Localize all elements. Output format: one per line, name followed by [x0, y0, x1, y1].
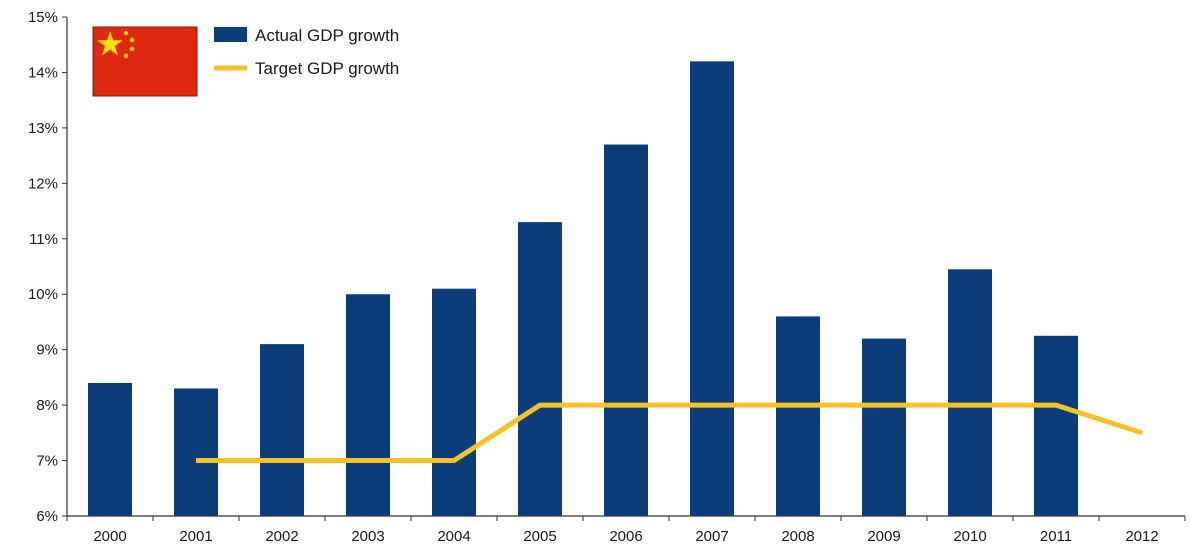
y-tick-label: 8% [36, 397, 58, 414]
flag-small-star-icon [129, 37, 135, 43]
bar [346, 294, 390, 516]
y-tick-label: 12% [28, 175, 58, 192]
bar [690, 61, 734, 516]
bar [776, 316, 820, 516]
x-tick-label: 2002 [265, 528, 298, 545]
bar [174, 388, 218, 516]
legend-swatch-actual [214, 27, 247, 42]
y-tick-label: 6% [36, 508, 58, 525]
x-tick-label: 2007 [695, 528, 728, 545]
y-tick-label: 10% [28, 286, 58, 303]
bar [432, 288, 476, 516]
axes: 6% 7% 8% 9% 10% 11% 12% 13% 14% 15% 2000 2001 2002 20… [28, 9, 1186, 545]
x-tick-label: 2000 [93, 528, 126, 545]
flag-big-star-icon [97, 31, 123, 56]
bar [518, 222, 562, 516]
x-tick-label: 2010 [953, 528, 986, 545]
y-tick-label: 7% [36, 453, 58, 470]
y-tick-label: 14% [28, 64, 58, 81]
x-tick-label: 2012 [1125, 528, 1158, 545]
flag-small-star-icon [123, 53, 129, 59]
bar [88, 382, 132, 516]
y-tick-label: 15% [28, 9, 58, 26]
bar-series [88, 61, 1078, 516]
legend-label-target: Target GDP growth [255, 59, 399, 78]
bar [260, 344, 304, 516]
target-line [196, 402, 1143, 464]
x-tick-label: 2006 [609, 528, 642, 545]
x-tick-label: 2008 [781, 528, 814, 545]
x-tick-label: 2003 [351, 528, 384, 545]
bar [604, 144, 648, 516]
legend-label-actual: Actual GDP growth [255, 26, 399, 45]
flag-small-star-icon [123, 30, 129, 36]
legend: Actual GDP growth Target GDP growth [92, 26, 399, 97]
flag-small-star-icon [129, 46, 135, 52]
y-tick-label: 9% [36, 342, 58, 359]
china-flag-icon [92, 26, 198, 97]
y-tick-label: 13% [28, 120, 58, 137]
x-tick-label: 2009 [867, 528, 900, 545]
x-tick-label: 2001 [179, 528, 212, 545]
bar [1034, 335, 1078, 516]
line-series [195, 402, 1143, 464]
y-tick-label: 11% [29, 231, 58, 248]
x-tick-label: 2005 [523, 528, 556, 545]
x-tick-label: 2004 [437, 528, 470, 545]
bar [862, 338, 906, 516]
x-tick-label: 2011 [1040, 528, 1072, 545]
bar [948, 269, 992, 516]
